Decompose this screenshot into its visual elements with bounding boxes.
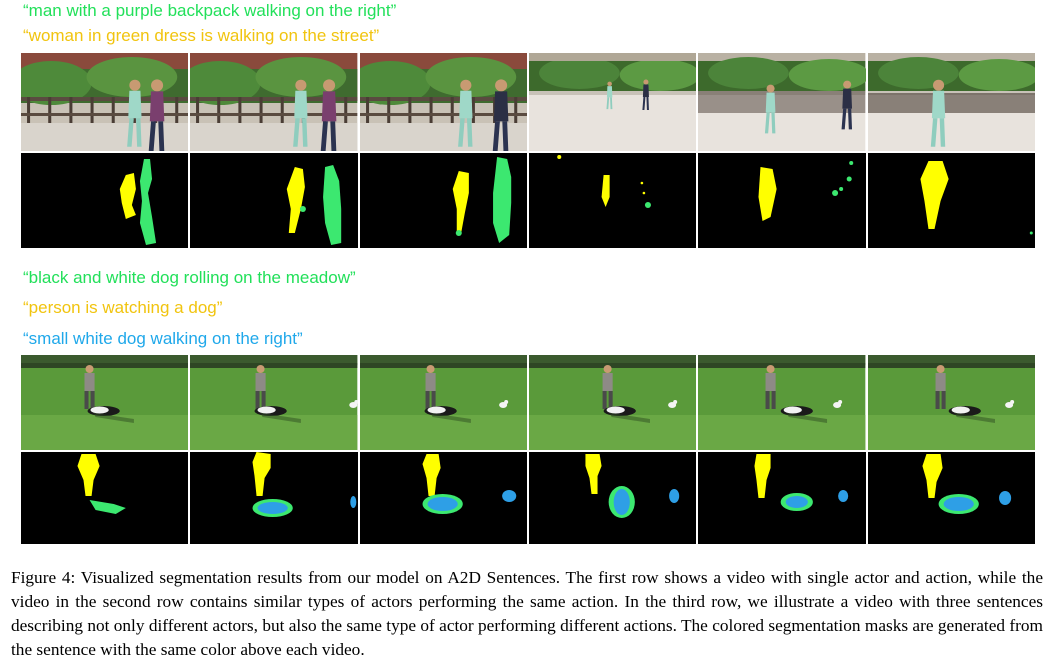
segmentation-mask	[867, 153, 1035, 248]
segmentation-mask	[698, 153, 866, 248]
video-frame	[359, 355, 527, 450]
video-frame	[21, 355, 189, 450]
video-frame	[190, 53, 358, 151]
segmentation-mask	[190, 452, 358, 544]
segmentation-mask	[190, 153, 358, 248]
segmentation-mask	[528, 153, 697, 248]
sentence-small-white-dog: “small white dog walking on the right”	[23, 329, 303, 348]
video-frame	[528, 53, 697, 151]
video-frame	[698, 355, 866, 450]
video-frame	[698, 53, 866, 151]
segmentation-mask	[21, 452, 189, 544]
video-strip-1	[21, 53, 1035, 151]
video-frame	[21, 53, 189, 151]
segmentation-mask	[528, 452, 697, 544]
segmentation-mask	[359, 452, 527, 544]
video-frame	[359, 53, 527, 151]
figure-caption: Figure 4: Visualized segmentation result…	[11, 568, 1043, 659]
segmentation-mask	[21, 153, 189, 248]
video-frame	[867, 53, 1035, 151]
sentence-black-white-dog: “black and white dog rolling on the mead…	[23, 268, 356, 287]
segmentation-mask	[698, 452, 866, 544]
video-frame	[867, 355, 1035, 450]
video-frame	[190, 355, 358, 450]
mask-strip-1	[21, 153, 1035, 248]
mask-strip-2	[21, 452, 1035, 544]
sentence-woman-green-dress: “woman in green dress is walking on the …	[23, 26, 380, 45]
video-frame	[528, 355, 697, 450]
sentence-man-backpack: “man with a purple backpack walking on t…	[23, 1, 397, 20]
segmentation-mask	[867, 452, 1035, 544]
segmentation-mask	[359, 153, 527, 248]
sentence-person-watching: “person is watching a dog”	[23, 298, 223, 317]
video-strip-2	[21, 355, 1035, 450]
